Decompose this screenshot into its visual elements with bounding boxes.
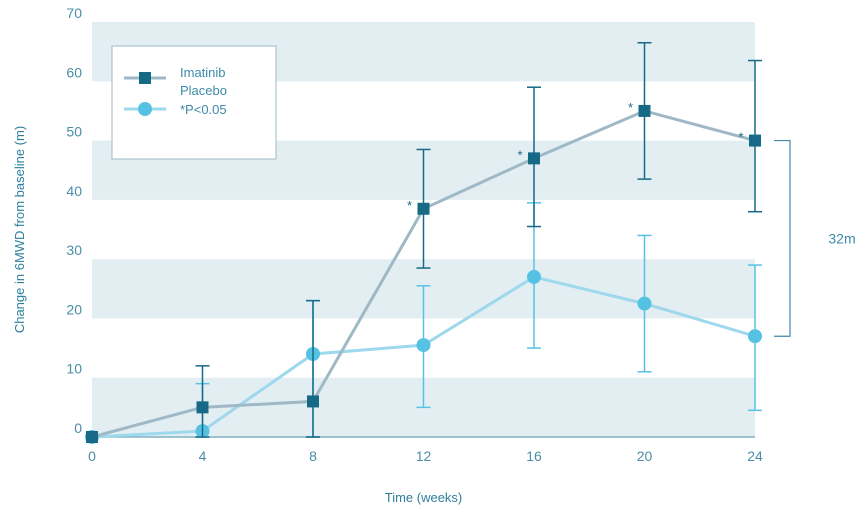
y-tick-label: 40 bbox=[66, 183, 82, 199]
y-tick-label: 20 bbox=[66, 301, 82, 317]
y-tick-label: 50 bbox=[66, 124, 82, 140]
difference-bracket: 32m bbox=[774, 139, 856, 337]
data-point bbox=[528, 152, 540, 165]
legend-label-imatinib: Imatinib bbox=[180, 65, 226, 80]
significance-markers: * * * * bbox=[407, 100, 744, 213]
y-tick-label: 30 bbox=[66, 242, 82, 258]
data-point bbox=[307, 395, 319, 408]
y-tick-label: 10 bbox=[66, 361, 82, 377]
y-axis-ticks: 0 10 20 30 40 50 60 70 bbox=[66, 5, 82, 436]
x-axis-ticks: 0 4 8 12 16 20 24 bbox=[88, 448, 763, 464]
legend: Imatinib Placebo *P<0.05 bbox=[111, 45, 277, 160]
x-tick-label: 20 bbox=[637, 448, 653, 464]
bracket-label: 32m bbox=[828, 230, 855, 246]
bracket-line bbox=[774, 139, 791, 337]
legend-marker-imatinib bbox=[139, 72, 151, 84]
x-axis-title: Time (weeks) bbox=[385, 490, 463, 505]
x-tick-label: 8 bbox=[309, 448, 317, 464]
significance-star: * bbox=[738, 130, 743, 145]
x-tick-label: 0 bbox=[88, 448, 96, 464]
legend-label-significance: *P<0.05 bbox=[180, 102, 227, 117]
y-tick-label: 0 bbox=[74, 420, 82, 436]
legend-marker-placebo bbox=[138, 102, 152, 116]
x-tick-label: 16 bbox=[526, 448, 542, 464]
legend-label-placebo: Placebo bbox=[180, 83, 227, 98]
y-tick-label: 70 bbox=[66, 5, 82, 21]
data-point bbox=[748, 329, 762, 344]
x-tick-label: 24 bbox=[747, 448, 763, 464]
significance-star: * bbox=[407, 198, 412, 213]
y-axis-title: Change in 6MWD from baseline (m) bbox=[12, 126, 27, 333]
x-tick-label: 4 bbox=[199, 448, 207, 464]
x-tick-label: 12 bbox=[416, 448, 432, 464]
imatinib-series bbox=[86, 42, 762, 443]
data-point bbox=[416, 338, 431, 353]
data-point bbox=[638, 104, 651, 117]
significance-star: * bbox=[517, 147, 522, 162]
data-point bbox=[637, 296, 652, 311]
data-point bbox=[749, 134, 761, 147]
data-point bbox=[527, 269, 541, 284]
series-layer bbox=[85, 42, 762, 444]
data-point bbox=[196, 401, 209, 414]
legend-box bbox=[111, 45, 277, 160]
data-point bbox=[417, 202, 430, 215]
significance-star: * bbox=[628, 100, 633, 115]
data-point bbox=[86, 431, 98, 443]
y-tick-label: 60 bbox=[66, 64, 82, 80]
